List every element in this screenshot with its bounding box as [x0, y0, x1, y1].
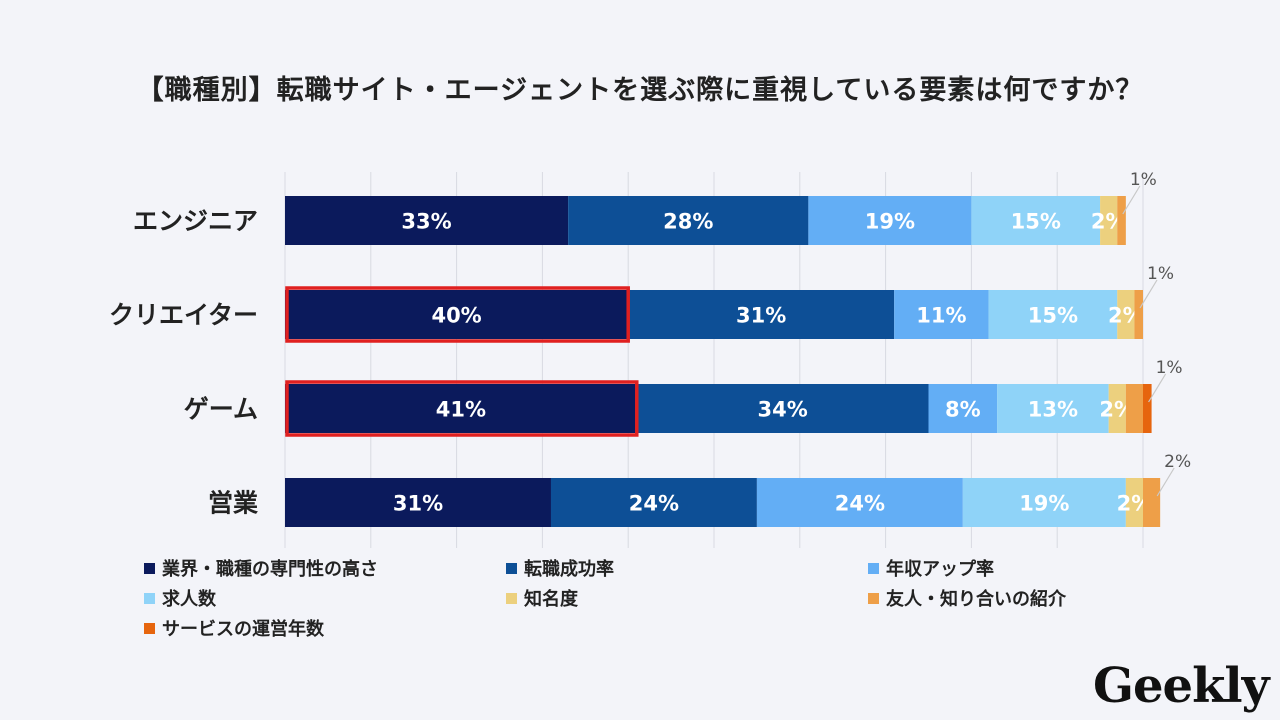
data-label: 28%: [663, 210, 713, 234]
bar-segment: [1117, 290, 1135, 339]
legend-label: 友人・知り合いの紹介: [886, 589, 1066, 610]
bar-segment: [1143, 478, 1161, 527]
callout-line: [1156, 467, 1175, 497]
legend-label: 業界・職種の専門性の高さ: [162, 559, 378, 580]
legend-item: 知名度: [506, 586, 868, 610]
bar-segment: [285, 384, 637, 433]
callout-label: 1%: [1156, 358, 1183, 378]
data-label: 19%: [1019, 492, 1069, 516]
bar-segment: [971, 196, 1101, 245]
bar-segment: [636, 384, 929, 433]
legend-label: サービスの運営年数: [162, 619, 324, 640]
callout-label: 1%: [1130, 170, 1157, 190]
bar-segment: [1134, 290, 1143, 339]
legend-label: 年収アップ率: [886, 559, 994, 580]
data-label: 24%: [835, 492, 885, 516]
callout-line: [1148, 373, 1167, 403]
callout-label: 1%: [1147, 264, 1174, 284]
bar-segment: [1143, 384, 1152, 433]
data-label: 8%: [945, 398, 981, 422]
bar-segment: [550, 478, 757, 527]
data-label: 11%: [916, 304, 966, 328]
legend-swatch: [868, 562, 879, 574]
bar-segment: [1108, 384, 1126, 433]
legend-swatch: [506, 592, 517, 604]
bar-segment: [628, 290, 895, 339]
highlight-box: [285, 286, 630, 343]
legend-item: サービスの運営年数: [144, 616, 506, 640]
data-label: 34%: [758, 398, 808, 422]
data-label: 19%: [865, 210, 915, 234]
data-label: 31%: [393, 492, 443, 516]
callout-line: [1139, 279, 1158, 309]
legend-item: 年収アップ率: [868, 556, 1168, 580]
category-label: エンジニア: [133, 207, 258, 236]
bar-segment: [568, 196, 809, 245]
bar-segment: [1125, 384, 1143, 433]
legend-label: 知名度: [524, 589, 578, 610]
data-label: 15%: [1028, 304, 1078, 328]
legend-item: 求人数: [144, 586, 506, 610]
geekly-logo: Geekly: [1093, 658, 1269, 714]
legend-item: 転職成功率: [506, 556, 868, 580]
legend-label: 求人数: [162, 589, 216, 610]
bar-segment: [894, 290, 989, 339]
legend-swatch: [144, 592, 155, 604]
legend-swatch: [868, 592, 879, 604]
chart-legend: 業界・職種の専門性の高さ 転職成功率 年収アップ率求人数 知名度 友人・知り合いの紹介サ…: [144, 556, 1124, 640]
bar-segment: [285, 290, 629, 339]
chart-title: 【職種別】転職サイト・エージェントを選ぶ際に重視している要素は何ですか？: [136, 75, 1144, 106]
bar-segment: [1100, 196, 1118, 245]
legend-swatch: [144, 562, 155, 574]
bar-segment: [1117, 196, 1126, 245]
data-label: 33%: [401, 210, 451, 234]
data-label: 41%: [436, 398, 486, 422]
bar-segment: [756, 478, 963, 527]
data-label: 31%: [736, 304, 786, 328]
bar-segment: [988, 290, 1118, 339]
legend-item: 友人・知り合いの紹介: [868, 586, 1168, 610]
legend-swatch: [144, 622, 155, 634]
legend-label: 転職成功率: [524, 559, 614, 580]
bar-segment: [962, 478, 1126, 527]
legend-item: 業界・職種の専門性の高さ: [144, 556, 506, 580]
legend-swatch: [506, 562, 517, 574]
bar-segment: [808, 196, 972, 245]
highlight-box: [285, 380, 639, 437]
bar-segment: [997, 384, 1109, 433]
bar-segment: [285, 478, 551, 527]
bar-segment: [928, 384, 998, 433]
bar-segment: [1125, 478, 1143, 527]
callout-line: [1122, 185, 1141, 215]
bar-segment: [285, 196, 569, 245]
callout-label: 2%: [1164, 452, 1191, 472]
data-label: 15%: [1011, 210, 1061, 234]
category-label: クリエイター: [109, 301, 258, 330]
category-label: ゲーム: [184, 395, 258, 424]
data-label: 40%: [431, 304, 481, 328]
data-label: 13%: [1028, 398, 1078, 422]
data-label: 24%: [629, 492, 679, 516]
category-label: 営業: [208, 489, 258, 518]
